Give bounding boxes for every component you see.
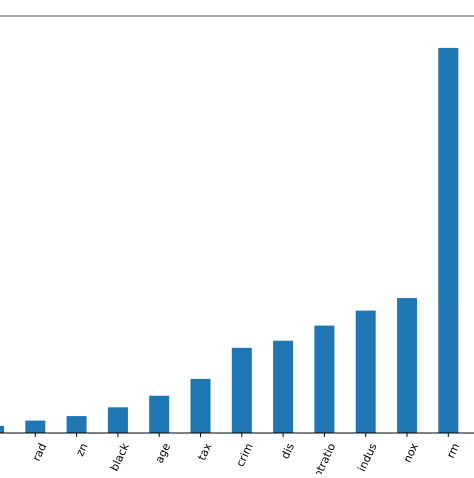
bars-layer (0, 47, 459, 434)
x-tick-labels-layer: rad zn black age tax crim dis ptratio indus nox rm (30, 441, 462, 478)
bar-first (0, 425, 4, 433)
x-tick-label-rad: rad (30, 441, 49, 463)
bar-dis (273, 340, 294, 433)
bar-rad (25, 420, 46, 433)
bar-ptratio (314, 325, 335, 433)
x-tick-label-tax: tax (195, 441, 214, 463)
x-tick-label-black: black (108, 441, 132, 474)
bar-age (149, 395, 170, 433)
x-tick-label-age: age (153, 441, 174, 465)
x-tick-label-ptratio: ptratio (311, 441, 338, 474)
x-tick-label-crim: crim (234, 441, 256, 469)
bar-crim (231, 347, 252, 433)
bar-black (107, 407, 128, 433)
bar-rm (438, 47, 459, 434)
x-tick-label-zn: zn (73, 441, 90, 458)
x-ticks-layer (34, 433, 449, 437)
x-tick-label-indus: indus (355, 441, 379, 474)
bar-tax (190, 378, 211, 433)
x-tick-label-dis: dis (279, 441, 298, 461)
bar-zn (66, 416, 87, 433)
x-tick-label-rm: rm (444, 441, 462, 460)
bar-nox (397, 298, 417, 433)
x-tick-label-nox: nox (401, 441, 421, 465)
bar-indus (355, 310, 376, 433)
